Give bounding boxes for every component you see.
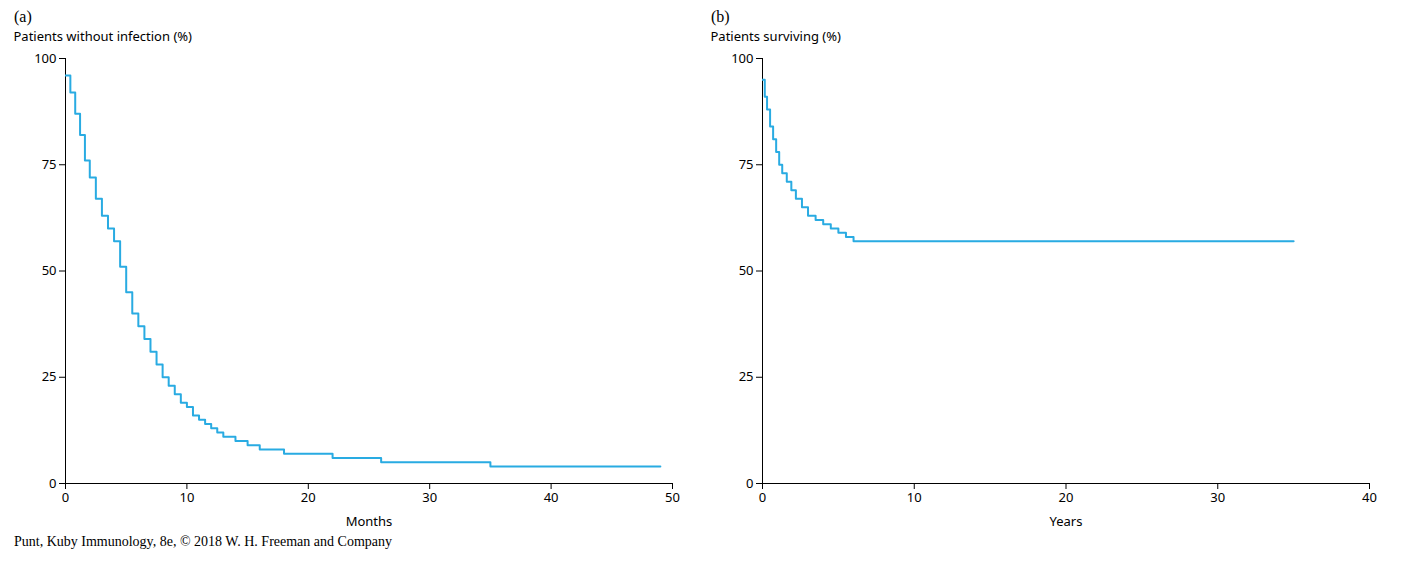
svg-text:75: 75	[739, 155, 754, 173]
svg-text:40: 40	[544, 488, 559, 506]
html-text:(b): (b)	[711, 8, 730, 25]
svg-text:50: 50	[739, 261, 754, 279]
svg-text:25: 25	[739, 367, 754, 385]
svg-text:50: 50	[42, 261, 57, 279]
svg-text:100: 100	[731, 49, 753, 67]
html-text:Punt, Kuby Immunology, 8e, © 2: Punt, Kuby Immunology, 8e, © 2018 W. H. …	[14, 534, 392, 549]
svg-text:0: 0	[746, 474, 753, 492]
svg-text:0: 0	[62, 488, 69, 506]
svg-text:10: 10	[907, 488, 922, 506]
html-text:(a): (a)	[14, 8, 32, 25]
svg-text:30: 30	[422, 488, 437, 506]
svg-text:30: 30	[1210, 488, 1225, 506]
svg-text:100: 100	[34, 49, 56, 67]
svg-text:0: 0	[49, 474, 56, 492]
svg-text:Years: Years	[1050, 512, 1083, 529]
svg-text:10: 10	[179, 488, 194, 506]
svg-text:25: 25	[42, 367, 57, 385]
svg-text:20: 20	[1059, 488, 1074, 506]
svg-text:20: 20	[301, 488, 316, 506]
svg-text:75: 75	[42, 155, 57, 173]
svg-text:40: 40	[1362, 488, 1377, 506]
svg-text:Patients surviving (%): Patients surviving (%)	[711, 28, 842, 45]
svg-text:50: 50	[665, 488, 680, 506]
svg-text:Patients without infection (%): Patients without infection (%)	[14, 28, 193, 45]
svg-text:Months: Months	[346, 512, 393, 529]
svg-text:0: 0	[759, 488, 766, 506]
